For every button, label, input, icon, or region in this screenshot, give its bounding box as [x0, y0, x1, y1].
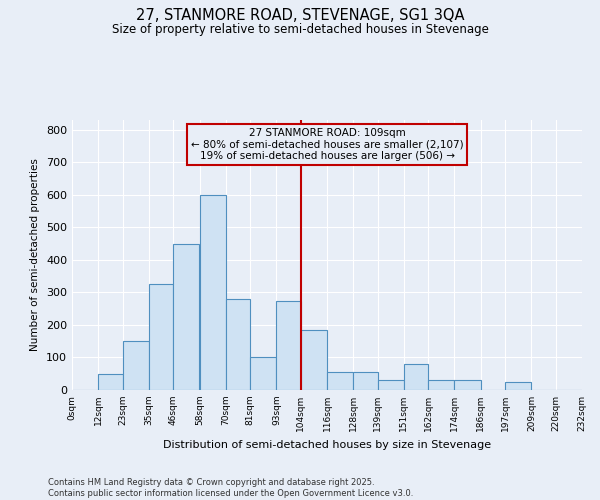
Bar — [122, 341, 149, 390]
Bar — [505, 382, 532, 390]
Bar — [277, 300, 301, 390]
Text: Size of property relative to semi-detached houses in Stevenage: Size of property relative to semi-detach… — [112, 22, 488, 36]
Bar — [173, 244, 199, 390]
Text: Contains HM Land Registry data © Crown copyright and database right 2025.
Contai: Contains HM Land Registry data © Crown c… — [48, 478, 413, 498]
Bar — [226, 299, 250, 390]
Bar — [428, 380, 455, 390]
Bar — [98, 374, 122, 390]
Bar — [149, 284, 173, 390]
Bar — [199, 195, 226, 390]
Bar — [377, 380, 404, 390]
X-axis label: Distribution of semi-detached houses by size in Stevenage: Distribution of semi-detached houses by … — [163, 440, 491, 450]
Text: 27 STANMORE ROAD: 109sqm
← 80% of semi-detached houses are smaller (2,107)
19% o: 27 STANMORE ROAD: 109sqm ← 80% of semi-d… — [191, 128, 463, 162]
Bar — [404, 364, 428, 390]
Bar — [327, 372, 353, 390]
Y-axis label: Number of semi-detached properties: Number of semi-detached properties — [31, 158, 40, 352]
Bar — [301, 330, 327, 390]
Bar — [455, 380, 481, 390]
Text: 27, STANMORE ROAD, STEVENAGE, SG1 3QA: 27, STANMORE ROAD, STEVENAGE, SG1 3QA — [136, 8, 464, 22]
Bar — [250, 358, 277, 390]
Bar — [353, 372, 377, 390]
